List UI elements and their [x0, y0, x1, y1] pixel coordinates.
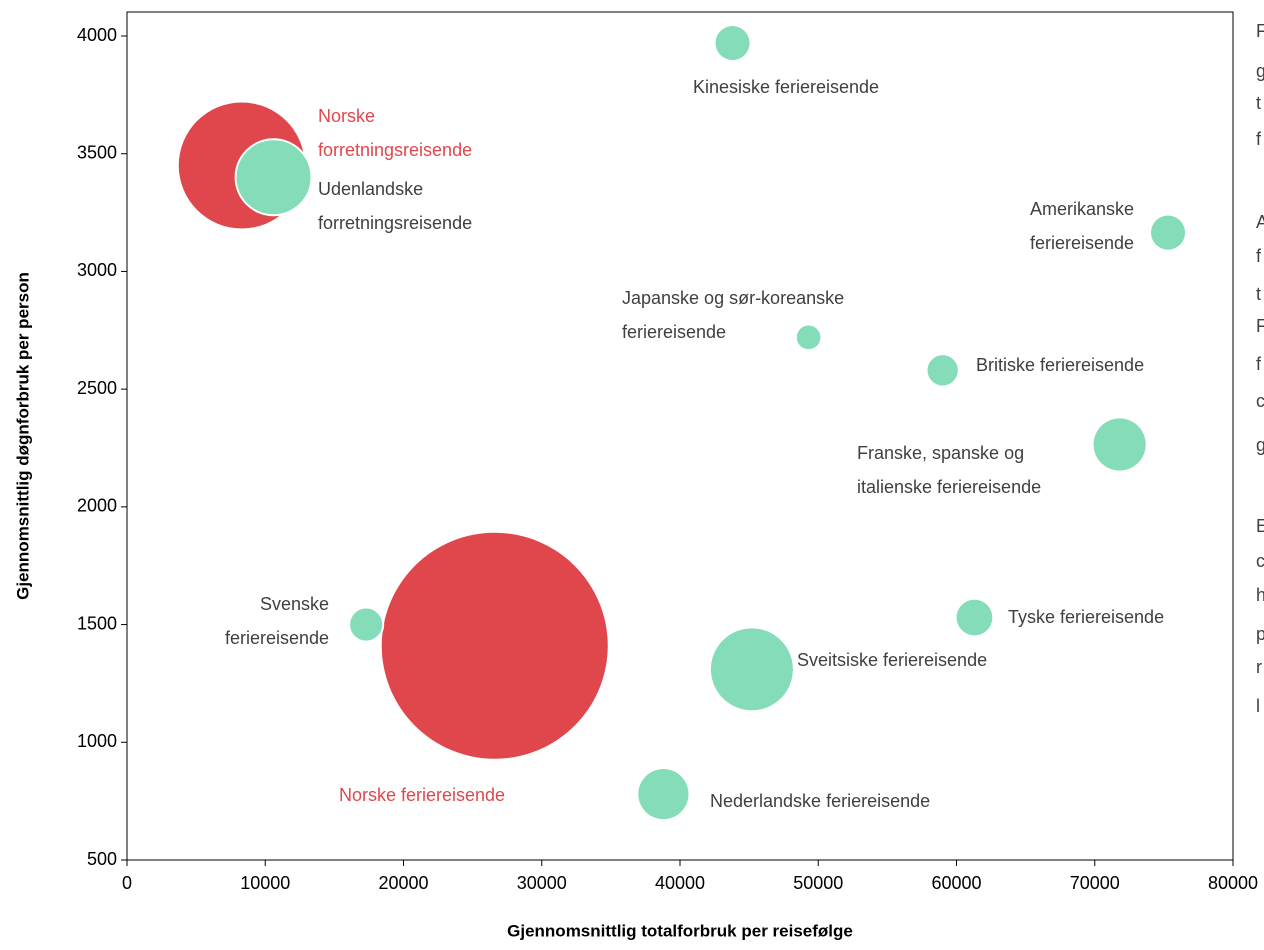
bubble-label: forretningsreisende	[318, 213, 472, 233]
bubble	[927, 355, 958, 386]
bubble-label: feriereisende	[622, 322, 726, 342]
x-axis-title: Gjennomsnittlig totalforbruk per reisefø…	[507, 921, 853, 940]
side-text: c	[1256, 551, 1264, 571]
bubble-label: Britiske feriereisende	[976, 355, 1144, 375]
y-tick-label: 1000	[77, 731, 117, 751]
side-text: r	[1256, 657, 1262, 677]
bubble-label: Franske, spanske og	[857, 443, 1024, 463]
bubble-label: Tyske feriereisende	[1008, 607, 1164, 627]
side-text: f	[1256, 354, 1262, 374]
x-tick-label: 30000	[517, 873, 567, 893]
bubble-label: italienske feriereisende	[857, 477, 1041, 497]
bubble	[348, 606, 385, 643]
bubble	[956, 599, 993, 636]
side-text: f	[1256, 129, 1262, 149]
y-tick-label: 3500	[77, 142, 117, 162]
side-text: E	[1256, 516, 1264, 536]
x-tick-label: 0	[122, 873, 132, 893]
bubble-label: feriereisende	[225, 628, 329, 648]
x-tick-label: 60000	[931, 873, 981, 893]
x-tick-label: 20000	[378, 873, 428, 893]
side-text: h	[1256, 585, 1264, 605]
side-text: g	[1256, 435, 1264, 455]
y-tick-label: 4000	[77, 25, 117, 45]
side-text: F	[1256, 316, 1264, 336]
bubble-label: Svenske	[260, 594, 329, 614]
y-tick-label: 2000	[77, 496, 117, 516]
bubble	[381, 532, 608, 759]
x-tick-label: 70000	[1070, 873, 1120, 893]
bubble	[1093, 418, 1146, 471]
x-tick-label: 80000	[1208, 873, 1258, 893]
side-text: f	[1256, 246, 1262, 266]
y-axis-title: Gjennomsnittlig døgnforbruk per person	[13, 272, 32, 600]
bubble-label: Udenlandske	[318, 179, 423, 199]
bubble	[710, 628, 793, 711]
side-text: F	[1256, 21, 1264, 41]
bubble	[796, 325, 821, 350]
bubble-label: Japanske og sør-koreanske	[622, 288, 844, 308]
bubble-label: Nederlandske feriereisende	[710, 791, 930, 811]
side-text: A	[1256, 212, 1264, 232]
x-tick-label: 10000	[240, 873, 290, 893]
side-text: p	[1256, 624, 1264, 644]
side-text: g	[1256, 61, 1264, 81]
y-tick-label: 3000	[77, 260, 117, 280]
bubble-label: feriereisende	[1030, 233, 1134, 253]
bubble-label: forretningsreisende	[318, 140, 472, 160]
bubble-label: Sveitsiske feriereisende	[797, 650, 987, 670]
bubble	[638, 768, 689, 820]
bubble-label: Amerikanske	[1030, 199, 1134, 219]
y-tick-label: 500	[87, 849, 117, 869]
y-tick-label: 1500	[77, 613, 117, 633]
side-text: l	[1256, 696, 1260, 716]
y-tick-label: 2500	[77, 378, 117, 398]
side-text: t	[1256, 93, 1261, 113]
side-text: t	[1256, 284, 1261, 304]
side-text: c	[1256, 391, 1264, 411]
x-tick-label: 40000	[655, 873, 705, 893]
bubble	[1150, 215, 1186, 250]
x-tick-label: 50000	[793, 873, 843, 893]
bubble	[715, 26, 750, 61]
bubble-label: Norske	[318, 106, 375, 126]
bubble-label: Kinesiske feriereisende	[693, 77, 879, 97]
bubble-label: Norske feriereisende	[339, 785, 505, 805]
bubble	[234, 138, 313, 217]
